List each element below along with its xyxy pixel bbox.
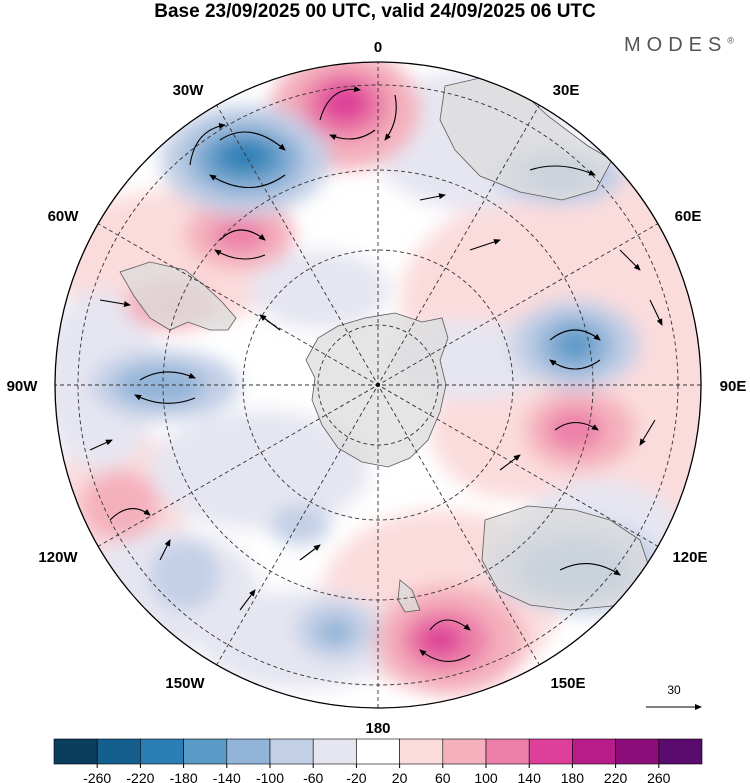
lon-label-0: 0	[374, 39, 382, 56]
colorbar-swatch	[528, 738, 573, 765]
colorbar-tick-label: -180	[170, 770, 198, 783]
colorbar-tick-label: -220	[126, 770, 154, 783]
lon-label-120w: 120W	[38, 549, 78, 566]
colorbar-swatch	[312, 738, 357, 765]
colorbar-tick-label: 60	[435, 770, 451, 783]
colorbar-tick-label: 140	[518, 770, 542, 783]
wind-vectors	[89, 86, 663, 662]
lon-label-90e: 90E	[720, 378, 747, 395]
colorbar-tick-label: -260	[83, 770, 111, 783]
colorbar-tick-label: -60	[303, 770, 323, 783]
lon-label-90w: 90W	[7, 378, 39, 395]
lon-label-150e: 150E	[550, 675, 585, 692]
lon-label-30e: 30E	[553, 82, 580, 99]
antarctica	[305, 312, 449, 468]
colorbar-swatch	[399, 738, 444, 765]
lon-label-60w: 60W	[48, 208, 80, 225]
map-boundary	[54, 61, 702, 709]
colorbar-tick-label: -100	[256, 770, 284, 783]
longitude-labels: 0 30W 30E 60W 60E 90W 90E 120W 120E 150W…	[7, 39, 747, 737]
reference-vector-label: 30	[667, 683, 681, 697]
brand-name: MODES	[624, 34, 728, 56]
colorbar-swatch	[226, 738, 271, 765]
colorbar-swatch	[183, 738, 228, 765]
colorbar-tick-label: 220	[604, 770, 628, 783]
lon-label-120e: 120E	[672, 549, 707, 566]
lon-label-150w: 150W	[165, 675, 205, 692]
lon-label-30w: 30W	[173, 82, 205, 99]
colorbar-swatch	[96, 738, 141, 765]
new-zealand	[397, 579, 421, 613]
south-america	[119, 261, 237, 331]
map-disc	[55, 62, 701, 708]
colorbar-tick-label: -140	[213, 770, 241, 783]
modes-logo: MODES®	[624, 34, 734, 57]
colorbar-tick-label: 180	[561, 770, 585, 783]
colorbar-swatch	[658, 738, 703, 765]
colorbar-tick-label: -20	[346, 770, 366, 783]
brand-registered-mark: ®	[727, 35, 734, 46]
colorbar-tick-label: 100	[474, 770, 498, 783]
colorbar-swatch	[615, 738, 660, 765]
land-masses	[119, 77, 651, 613]
colorbar-swatch	[572, 738, 616, 765]
colorbar-tick-label: 20	[392, 770, 408, 783]
colorbar-swatch	[140, 738, 184, 765]
lon-label-180: 180	[365, 720, 390, 737]
colorbar-swatch	[269, 738, 314, 765]
colorbar-swatch	[485, 738, 530, 765]
colorbar-swatch	[53, 738, 98, 765]
reference-vector: 30	[646, 683, 702, 710]
colorbar-swatch	[356, 738, 400, 765]
colorbar: -260 -220 -180 -140 -100 -60 -20 20 60 100 140 180 2…	[53, 738, 703, 783]
map-title: Base 23/09/2025 00 UTC, valid 24/09/2025…	[154, 1, 596, 22]
colorbar-tick-label: 260	[647, 770, 671, 783]
lon-label-60e: 60E	[675, 208, 702, 225]
pole-marker	[376, 383, 380, 387]
colorbar-swatch	[442, 738, 487, 765]
